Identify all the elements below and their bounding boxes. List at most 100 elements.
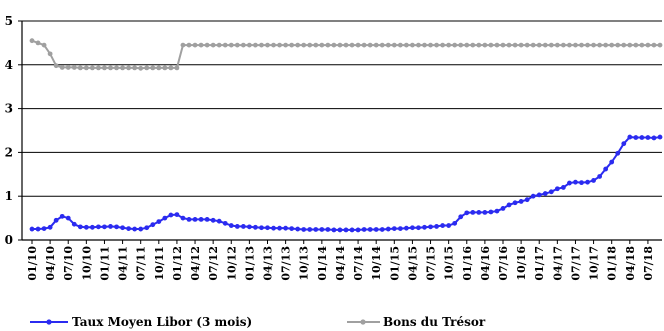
x-tick-label-20: 01/15 <box>388 246 401 281</box>
x-tick-label-23: 10/15 <box>443 246 456 281</box>
data-point-tresor <box>385 42 391 48</box>
data-point-libor <box>422 224 427 230</box>
x-tick-label-27: 10/16 <box>515 246 528 281</box>
x-tick-label-17: 04/14 <box>334 246 347 281</box>
data-point-libor <box>621 141 627 147</box>
data-point-tresor <box>283 42 289 48</box>
data-point-libor <box>500 206 506 211</box>
data-point-tresor <box>548 42 554 48</box>
data-point-libor <box>277 225 282 231</box>
x-tick-label-34: 07/18 <box>642 246 655 281</box>
x-tick-label-2: 07/10 <box>62 246 75 281</box>
data-point-libor <box>524 197 530 203</box>
data-point-tresor <box>210 42 216 48</box>
x-tick-label-10: 07/12 <box>207 246 220 281</box>
data-point-libor <box>138 226 144 232</box>
data-point-libor <box>192 217 198 222</box>
data-point-libor <box>253 224 258 230</box>
data-point-tresor <box>53 63 59 69</box>
legend-marker-libor <box>46 319 52 325</box>
data-point-libor <box>573 179 578 185</box>
data-point-tresor <box>615 42 621 48</box>
data-point-libor <box>259 225 264 231</box>
data-point-libor <box>47 224 53 230</box>
data-point-tresor <box>89 65 95 71</box>
data-point-libor <box>403 225 409 231</box>
x-tick-label-0: 01/10 <box>26 246 39 281</box>
data-point-libor <box>71 221 77 227</box>
data-point-libor <box>174 212 180 218</box>
data-point-tresor <box>579 42 584 48</box>
data-point-tresor <box>41 42 47 48</box>
data-point-tresor <box>59 65 65 70</box>
y-axis-ticks: 0 1 2 3 4 5 <box>5 14 22 247</box>
x-tick-label-6: 07/11 <box>135 246 148 281</box>
series-line-libor <box>32 136 661 231</box>
data-point-tresor <box>391 42 397 48</box>
data-point-libor <box>96 224 101 230</box>
x-tick-label-28: 01/17 <box>533 246 546 281</box>
data-point-tresor <box>108 65 113 71</box>
data-point-tresor <box>470 42 476 48</box>
data-point-libor <box>349 227 355 233</box>
data-point-libor <box>228 223 234 228</box>
y-tick-label-5: 5 <box>5 14 13 28</box>
x-tick-label-29: 04/17 <box>551 246 564 281</box>
data-point-tresor <box>156 65 162 71</box>
data-point-tresor <box>494 42 500 48</box>
data-point-libor <box>29 226 35 232</box>
data-point-tresor <box>573 42 578 48</box>
data-point-tresor <box>355 42 361 48</box>
data-point-tresor <box>228 42 234 48</box>
data-point-libor <box>289 226 295 232</box>
data-point-libor <box>313 227 319 232</box>
data-point-libor <box>633 135 639 140</box>
data-point-libor <box>198 217 204 222</box>
data-point-libor <box>168 212 174 218</box>
data-point-libor <box>331 227 337 233</box>
data-point-tresor <box>331 42 337 48</box>
data-point-tresor <box>458 42 464 48</box>
data-point-tresor <box>488 42 494 48</box>
data-point-libor <box>397 226 403 232</box>
data-point-libor <box>494 208 500 214</box>
x-tick-label-13: 04/13 <box>262 246 275 281</box>
data-point-libor <box>385 226 391 232</box>
data-point-tresor <box>657 42 663 48</box>
x-tick-label-3: 10/10 <box>80 246 93 281</box>
axes <box>21 21 662 241</box>
data-point-libor <box>416 225 421 231</box>
data-point-libor <box>343 227 349 233</box>
data-point-libor <box>476 210 482 215</box>
data-point-tresor <box>295 42 301 48</box>
data-point-libor <box>603 166 609 172</box>
data-point-libor <box>114 224 119 230</box>
data-point-tresor <box>645 42 651 48</box>
data-point-libor <box>367 227 373 232</box>
data-point-tresor <box>77 65 83 71</box>
data-point-libor <box>440 223 446 228</box>
data-point-tresor <box>246 42 252 48</box>
data-point-tresor <box>349 42 355 48</box>
data-point-tresor <box>403 42 409 48</box>
data-point-tresor <box>265 42 270 48</box>
data-point-tresor <box>102 65 107 71</box>
data-point-tresor <box>428 42 433 48</box>
data-point-tresor <box>627 42 633 48</box>
data-point-tresor <box>319 42 325 48</box>
data-point-libor <box>434 224 439 229</box>
data-point-libor <box>204 217 210 222</box>
data-point-tresor <box>198 42 204 48</box>
data-point-libor <box>585 179 590 185</box>
legend: Taux Moyen Libor (3 mois) Bons du Trésor <box>30 315 486 329</box>
data-point-tresor <box>29 38 35 44</box>
data-point-tresor <box>71 65 77 70</box>
legend-label-libor: Taux Moyen Libor (3 mois) <box>72 315 252 329</box>
series-group <box>29 38 663 233</box>
x-tick-label-8: 01/12 <box>171 246 184 281</box>
data-point-tresor <box>476 42 482 48</box>
data-point-tresor <box>204 42 210 48</box>
data-point-tresor <box>313 42 319 48</box>
data-point-libor <box>89 224 95 230</box>
data-point-libor <box>59 213 65 219</box>
